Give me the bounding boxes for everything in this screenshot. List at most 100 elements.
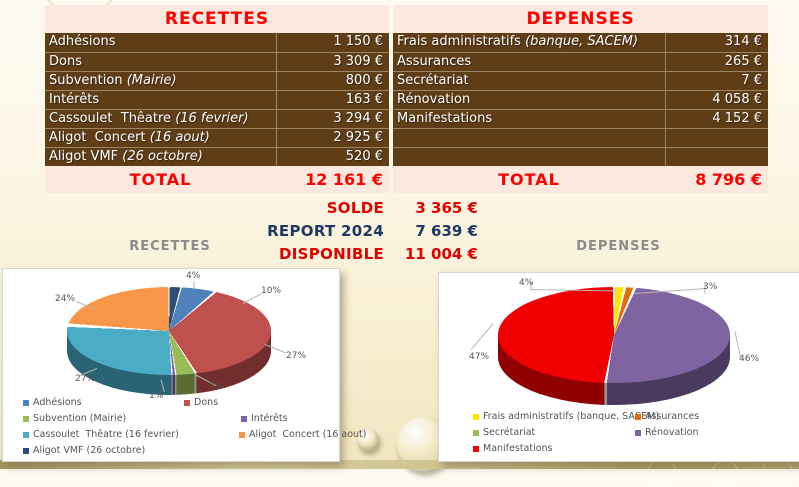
row-label-text: Cassoulet Thêatre: [49, 111, 176, 126]
row-label-italic-text: (banque, SACEM): [525, 34, 639, 49]
row-label-italic-text: (Mairie): [126, 73, 177, 88]
table-row: Subvention (Mairie) 800 €: [45, 71, 389, 90]
row-label-text: Rénovation: [397, 92, 471, 107]
legend-item: Subvention (Mairie): [23, 413, 126, 424]
row-label: [393, 148, 665, 166]
pie-percent-label: 4%: [519, 278, 534, 288]
pie-top-face: [498, 287, 730, 383]
row-value: 1 150 €: [276, 33, 389, 52]
row-label: Adhésions: [45, 33, 276, 52]
pie-percent-label: 24%: [55, 294, 76, 304]
pie-percent-label: 27%: [75, 374, 96, 384]
row-label: Subvention (Mairie): [45, 72, 276, 90]
label-leader-line: [193, 281, 195, 290]
legend-label: Subvention (Mairie): [33, 413, 127, 424]
legend-item: Rénovation: [635, 427, 699, 438]
depenses-total-row: TOTAL 8 796 €: [393, 166, 768, 193]
row-value: [665, 148, 768, 166]
legend-item: Aligot Concert (16 aout): [239, 429, 366, 440]
pie-top-face: [67, 287, 271, 375]
row-value: 7 €: [665, 72, 768, 90]
recettes-total-value: 12 161 €: [305, 170, 383, 189]
row-value: 163 €: [276, 91, 389, 109]
row-label-text: Dons: [49, 54, 82, 69]
label-leader-line: [242, 293, 262, 304]
row-value: 265 €: [665, 53, 768, 71]
legend-swatch: [241, 415, 247, 422]
legend-item: Manifestations: [473, 443, 553, 454]
row-label-text: Manifestations: [397, 111, 493, 126]
legend-swatch: [23, 447, 29, 454]
table-row: Secrétariat 7 €: [393, 71, 768, 90]
recettes-chart-title: RECETTES: [129, 239, 211, 254]
row-label-text: Subvention: [49, 73, 127, 88]
bottom-decorative-band: [0, 460, 799, 469]
water-droplet-small: [357, 429, 379, 451]
row-label-text: Assurances: [397, 54, 472, 69]
row-value: [665, 129, 768, 147]
table-row: Manifestations 4 152 €: [393, 109, 768, 128]
row-label-text: Secrétariat: [397, 73, 469, 88]
recettes-table: RECETTES Adhésions 1 150 € Dons 3 309 € Subv…: [45, 5, 389, 193]
row-value: 520 €: [276, 148, 389, 166]
row-label: Secrétariat: [393, 72, 665, 90]
legend-label: Cassoulet Thêatre (16 fevrier): [33, 429, 179, 440]
table-row: Aligot Concert (16 aout) 2 925 €: [45, 128, 389, 147]
table-row: Aligot VMF (26 octobre) 520 €: [45, 147, 389, 166]
legend-swatch: [473, 413, 479, 420]
row-value: 3 309 €: [276, 53, 389, 71]
depenses-total-value: 8 796 €: [695, 170, 762, 189]
row-label: Intérêts: [45, 91, 276, 109]
row-label: Rénovation: [393, 91, 665, 109]
pie-percent-label: 3%: [703, 282, 718, 292]
band-bubble-decoration: [712, 460, 738, 486]
legend-swatch: [23, 399, 29, 406]
depenses-table: DEPENSES Frais administratifs (banque, S…: [393, 5, 768, 193]
legend-item: Frais administratifs (banque, SACEM): [473, 411, 659, 422]
pie-percent-label: 46%: [739, 354, 760, 364]
legend-label: Secrétariat: [483, 427, 536, 438]
legend-item: Dons: [184, 397, 218, 408]
legend-swatch: [635, 413, 641, 420]
legend-label: Manifestations: [483, 443, 553, 454]
solde-value: 3 365 €: [415, 199, 478, 217]
row-label-italic-text: (16 fevrier): [175, 111, 249, 126]
legend-label: Adhésions: [33, 397, 82, 408]
report-2024-label: REPORT 2024: [267, 222, 384, 240]
legend-swatch: [635, 429, 641, 436]
row-label: Aligot Concert (16 aout): [45, 129, 276, 147]
legend-label: Assurances: [645, 411, 700, 422]
legend-item: Aligot VMF (26 octobre): [23, 445, 145, 456]
pie-percent-label: 47%: [469, 352, 490, 362]
row-label: [393, 129, 665, 147]
table-row: Assurances 265 €: [393, 52, 768, 71]
solde-label: SOLDE: [326, 199, 384, 217]
legend-label: Rénovation: [645, 427, 699, 438]
table-row: [393, 128, 768, 147]
recettes-total-row: TOTAL 12 161 €: [45, 166, 389, 193]
row-value: 4 058 €: [665, 91, 768, 109]
recettes-table-body: Adhésions 1 150 € Dons 3 309 € Subvention (M…: [45, 33, 389, 166]
band-bubble-decoration: [648, 458, 676, 486]
row-label: Cassoulet Thêatre (16 fevrier): [45, 110, 276, 128]
row-value: 800 €: [276, 72, 389, 90]
row-label: Assurances: [393, 53, 665, 71]
row-label: Manifestations: [393, 110, 665, 128]
recettes-table-title: RECETTES: [45, 5, 389, 33]
depenses-table-title: DEPENSES: [393, 5, 768, 33]
table-row: Intérêts 163 €: [45, 90, 389, 109]
row-label-italic-text: (26 octobre): [122, 149, 203, 164]
legend-swatch: [23, 415, 29, 422]
row-value: 3 294 €: [276, 110, 389, 128]
legend-label: Aligot VMF (26 octobre): [33, 445, 146, 456]
legend-swatch: [473, 429, 479, 436]
legend-label: Intérêts: [251, 413, 288, 424]
row-label-text: Frais administratifs: [397, 34, 526, 49]
row-label-text: Intérêts: [49, 92, 100, 107]
legend-item: Intérêts: [241, 413, 288, 424]
row-value: 2 925 €: [276, 129, 389, 147]
legend-item: Adhésions: [23, 397, 82, 408]
recettes-chart-panel: 4% 10% 27% 7% 1% 27% 24% Adhésions Dons Subventio…: [2, 268, 366, 462]
table-row: Dons 3 309 €: [45, 52, 389, 71]
legend-item: Assurances: [635, 411, 699, 422]
